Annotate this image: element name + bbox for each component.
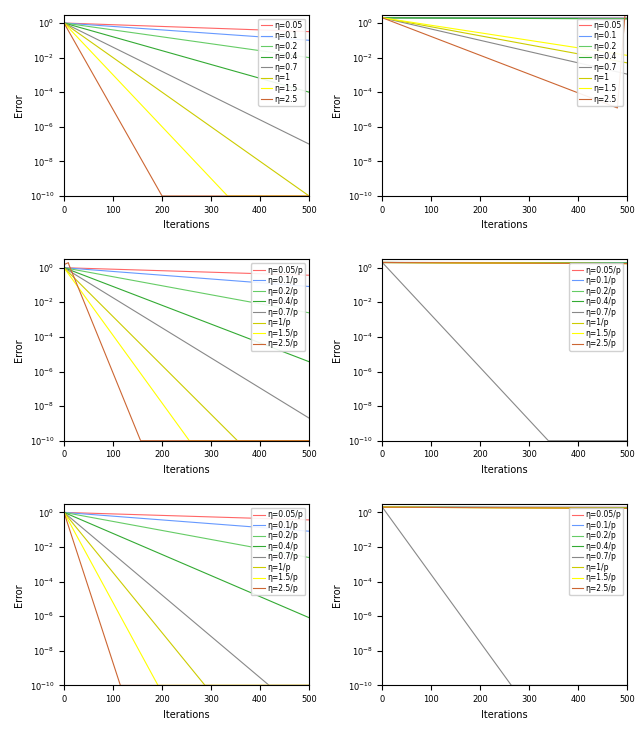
Legend: η=0.05, η=0.1, η=0.2, η=0.4, η=0.7, η=1, η=1.5, η=2.5: η=0.05, η=0.1, η=0.2, η=0.4, η=0.7, η=1,…: [259, 18, 305, 106]
Legend: η=0.05/p, η=0.1/p, η=0.2/p, η=0.4/p, η=0.7/p, η=1/p, η=1.5/p, η=2.5/p: η=0.05/p, η=0.1/p, η=0.2/p, η=0.4/p, η=0…: [570, 263, 623, 351]
Y-axis label: Error: Error: [14, 338, 24, 362]
Legend: η=0.05/p, η=0.1/p, η=0.2/p, η=0.4/p, η=0.7/p, η=1/p, η=1.5/p, η=2.5/p: η=0.05/p, η=0.1/p, η=0.2/p, η=0.4/p, η=0…: [251, 263, 305, 351]
X-axis label: Iterations: Iterations: [163, 220, 210, 230]
Legend: η=0.05, η=0.1, η=0.2, η=0.4, η=0.7, η=1, η=1.5, η=2.5: η=0.05, η=0.1, η=0.2, η=0.4, η=0.7, η=1,…: [577, 18, 623, 106]
Y-axis label: Error: Error: [332, 338, 342, 362]
Y-axis label: Error: Error: [14, 94, 24, 117]
Legend: η=0.05/p, η=0.1/p, η=0.2/p, η=0.4/p, η=0.7/p, η=1/p, η=1.5/p, η=2.5/p: η=0.05/p, η=0.1/p, η=0.2/p, η=0.4/p, η=0…: [251, 508, 305, 595]
X-axis label: Iterations: Iterations: [163, 465, 210, 475]
Legend: η=0.05/p, η=0.1/p, η=0.2/p, η=0.4/p, η=0.7/p, η=1/p, η=1.5/p, η=2.5/p: η=0.05/p, η=0.1/p, η=0.2/p, η=0.4/p, η=0…: [570, 508, 623, 595]
X-axis label: Iterations: Iterations: [481, 710, 528, 720]
Y-axis label: Error: Error: [332, 583, 342, 607]
X-axis label: Iterations: Iterations: [163, 710, 210, 720]
X-axis label: Iterations: Iterations: [481, 465, 528, 475]
Y-axis label: Error: Error: [14, 583, 24, 607]
Y-axis label: Error: Error: [332, 94, 342, 117]
X-axis label: Iterations: Iterations: [481, 220, 528, 230]
